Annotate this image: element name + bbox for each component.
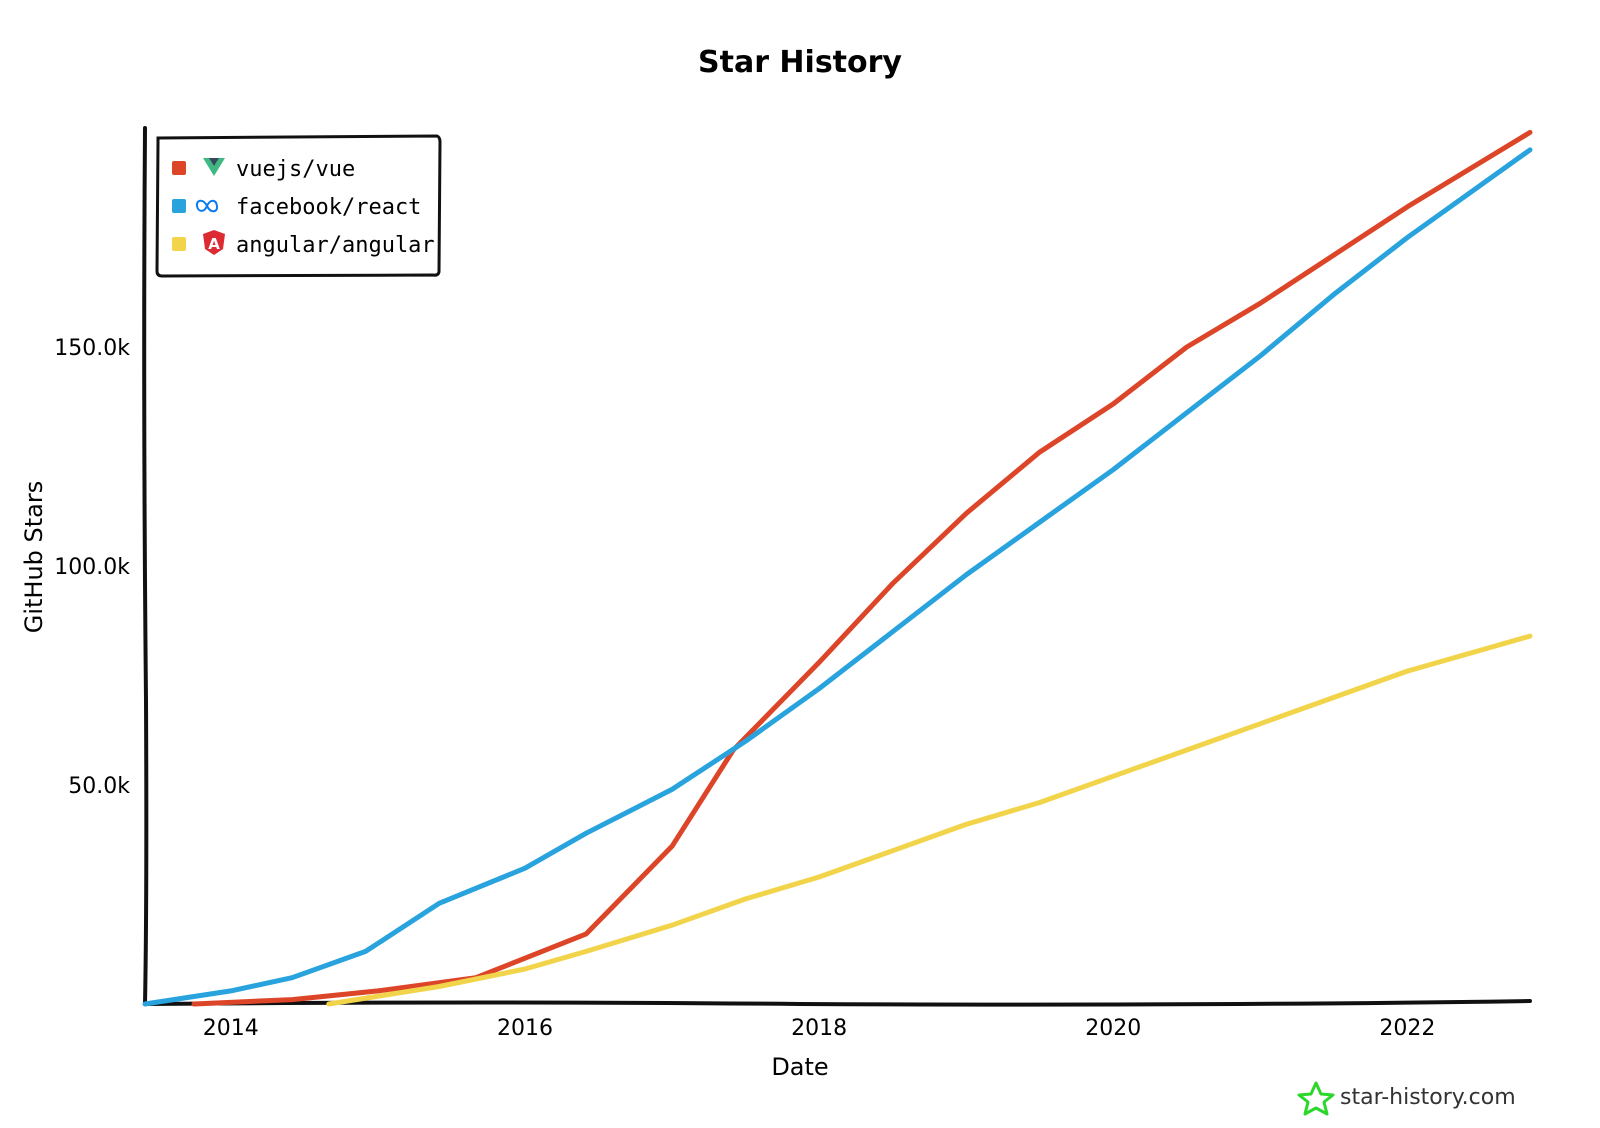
series-line-vue [191,129,1533,1007]
axes [142,126,1532,1007]
y-tick-label: 150.0k [54,336,130,361]
x-tick-label: 2020 [1085,1016,1141,1041]
legend-item-angular: A angular/angular [172,230,435,258]
y-axis-title: GitHub Stars [20,481,48,634]
series-line-react [142,147,1533,1007]
x-tick-labels: 2014 2016 2018 2020 2022 [203,1016,1436,1041]
y-tick-label: 50.0k [68,774,130,799]
x-axis-line [143,999,1532,1007]
star-logo-icon [1297,1081,1335,1116]
legend-item-react: facebook/react [172,195,421,220]
legend-label-react: facebook/react [236,195,421,220]
vue-logo-icon [203,158,225,176]
angular-logo-icon: A [203,230,225,255]
legend-label-vue: vuejs/vue [236,157,355,182]
legend-label-angular: angular/angular [236,233,435,258]
y-axis-line [142,126,149,1006]
legend-box [155,134,442,278]
y-tick-labels: 50.0k 100.0k 150.0k [54,336,130,799]
watermark: star-history.com [1297,1081,1516,1116]
series-lines [142,129,1533,1007]
legend-item-vue: vuejs/vue [172,157,355,182]
legend-swatch-react [172,199,186,213]
series-line-angular [326,633,1533,1007]
x-tick-label: 2016 [497,1016,553,1041]
legend: vuejs/vue facebook/react A angular/angul… [155,134,442,278]
y-tick-label: 100.0k [54,555,130,580]
svg-text:A: A [208,235,220,253]
legend-swatch-vue [172,161,186,175]
meta-logo-icon [195,199,219,213]
legend-swatch-angular [172,237,186,251]
watermark-text: star-history.com [1340,1085,1516,1110]
chart-title: Star History [698,45,902,80]
x-tick-label: 2018 [791,1016,847,1041]
x-axis-title: Date [771,1053,828,1081]
x-tick-label: 2014 [203,1016,259,1041]
x-tick-label: 2022 [1379,1016,1435,1041]
